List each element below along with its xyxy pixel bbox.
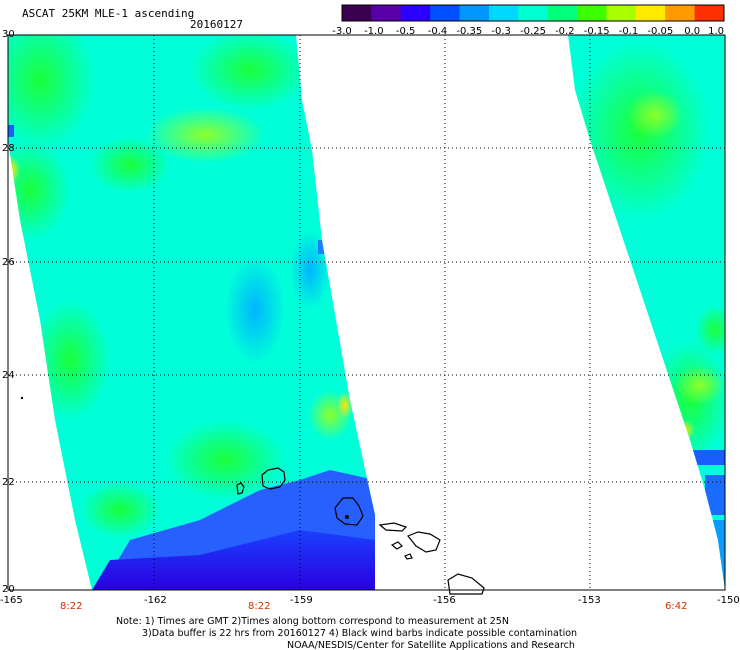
footer-note-1: Note: 1) Times are GMT 2)Times along bot… [116,616,509,627]
colorbar-tick-label: 0.0 [684,26,700,37]
colorbar-swatch [635,5,666,21]
island-kahoolawe [404,553,413,560]
footer-credit: NOAA/NESDIS/Center for Satellite Applica… [287,640,575,650]
lon-label-165: -165 [0,595,23,606]
lon-label-156: -156 [433,595,456,606]
colorbar-tick-label: -0.4 [428,26,448,37]
swath-time-label: 8:22 [60,601,82,612]
colorbar-frame [341,4,725,22]
colorbar-tick-label: -0.35 [456,26,482,37]
map-title: ASCAT 25KM MLE-1 ascending [22,7,195,20]
swath-time-label: 6:42 [665,601,687,612]
colorbar-tick-label: -0.2 [555,26,575,37]
colorbar-swatch [342,5,372,21]
colorbar-tick-label: -0.05 [647,26,673,37]
colorbar-swatch [371,5,402,21]
map-date: 20160127 [190,18,243,31]
island-oahu [334,497,364,526]
lat-label-22: 22 [2,477,15,488]
island-niihau [236,482,245,495]
colorbar-swatch [488,5,519,21]
lat-label-30: 30 [2,29,15,40]
colorbar-tick-label: 1.0 [708,26,724,37]
colorbar-swatch [577,5,607,21]
lon-label-150: -150 [717,595,740,606]
lon-label-159: -159 [290,595,313,606]
island-kauai [261,467,286,490]
island-hawaii [447,573,485,595]
colorbar-tick-label: -0.1 [619,26,639,37]
lon-label-162: -162 [144,595,167,606]
colorbar-swatch [430,5,461,21]
colorbar-swatch [547,5,578,21]
island-molokai [378,522,408,532]
swath-time-label: 8:22 [248,601,270,612]
island-maui [407,531,441,553]
swath-west [8,35,375,590]
colorbar-tick-label: -0.15 [584,26,610,37]
island-lanai [390,541,403,550]
colorbar-tick-label: -3.0 [332,26,352,37]
footer-note-2: 3)Data buffer is 22 hrs from 20160127 4)… [142,628,577,639]
colorbar-swatch [400,5,431,21]
hawaiian-islands [236,467,485,595]
lat-lon-grid [8,35,725,590]
colorbar-tick-label: -0.3 [491,26,511,37]
swath-east [568,35,725,590]
wind-barb-mark [345,515,349,519]
colorbar-swatch [518,5,549,21]
lat-label-28: 28 [2,143,15,154]
lat-label-26: 26 [2,257,15,268]
lat-label-24: 24 [2,370,15,381]
colorbar [342,5,725,21]
colorbar-tick-label: -0.25 [520,26,546,37]
colorbar-swatch [459,5,490,21]
colorbar-swatch [606,5,637,21]
colorbar-tick-labels: -3.0 -1.0 -0.5 -0.4 -0.35 -0.3 -0.25 -0.2 -0.15-… [332,26,724,37]
lon-label-153: -153 [578,595,601,606]
wind-barb-mark [20,396,24,400]
colorbar-tick-label: -0.5 [396,26,416,37]
map-frame [7,34,726,591]
lat-label-20: 20 [2,584,15,595]
colorbar-swatch [665,5,696,21]
colorbar-tick-label: -1.0 [364,26,384,37]
colorbar-swatch [694,5,725,21]
